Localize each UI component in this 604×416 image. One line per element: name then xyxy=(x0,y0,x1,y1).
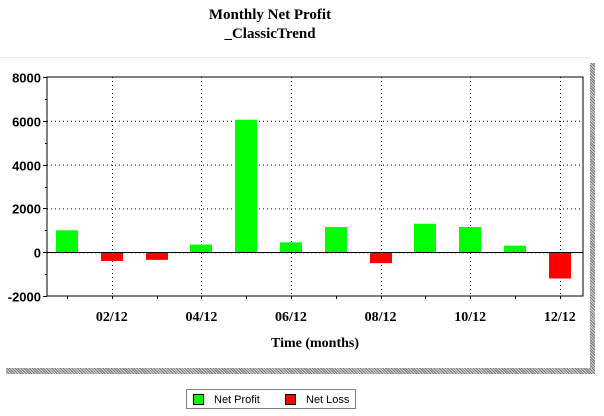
chart-subtitle: _ClassicTrend xyxy=(224,26,316,42)
legend: Net Profit Net Loss xyxy=(186,389,356,409)
bar-net-profit xyxy=(459,227,481,253)
panel-shadow-bottom xyxy=(6,368,595,374)
legend-swatch-net-profit xyxy=(193,394,204,405)
x-axis-label: Time (months) xyxy=(271,336,359,351)
bar-net-profit xyxy=(235,119,257,253)
legend-item-net-loss: Net Loss xyxy=(285,393,349,406)
x-tick-label: 12/12 xyxy=(544,310,576,325)
x-axis: 02/12 04/12 06/12 08/12 10/12 12/12 xyxy=(67,296,576,325)
chart-title-block: Monthly Net Profit _ClassicTrend xyxy=(0,6,540,44)
bar-net-loss xyxy=(101,252,123,261)
bar-net-profit xyxy=(190,244,212,253)
y-tick-label: 0 xyxy=(34,246,41,261)
bar-net-profit xyxy=(504,245,526,253)
y-tick-label: -2000 xyxy=(8,290,41,305)
x-tick-label: 04/12 xyxy=(185,310,217,325)
plot-area xyxy=(46,76,584,297)
bar-net-profit xyxy=(56,230,78,253)
bars-layer xyxy=(56,119,571,279)
bar-net-loss xyxy=(370,252,392,264)
bar-net-profit xyxy=(280,242,302,253)
x-tick-label: 10/12 xyxy=(454,310,486,325)
chart-title: Monthly Net Profit xyxy=(208,7,332,23)
x-tick-label: 06/12 xyxy=(275,310,307,325)
bar-net-loss xyxy=(549,252,571,279)
bar-net-profit xyxy=(414,223,436,253)
panel-shadow-right xyxy=(590,63,595,374)
y-tick-label: 2000 xyxy=(12,202,41,217)
bar-net-profit xyxy=(325,227,347,253)
x-tick-label: 02/12 xyxy=(96,310,128,325)
y-tick-label: 4000 xyxy=(12,159,41,174)
y-tick-label: 6000 xyxy=(12,115,41,130)
y-axis: -2000 0 2000 4000 6000 8000 xyxy=(8,71,47,305)
bar-net-loss xyxy=(146,252,168,260)
legend-item-net-profit: Net Profit xyxy=(193,393,260,406)
x-tick-label: 08/12 xyxy=(365,310,397,325)
y-tick-label: 8000 xyxy=(12,71,41,86)
legend-swatch-net-loss xyxy=(285,394,296,405)
legend-label-net-profit: Net Profit xyxy=(214,393,260,406)
legend-label-net-loss: Net Loss xyxy=(306,393,350,406)
